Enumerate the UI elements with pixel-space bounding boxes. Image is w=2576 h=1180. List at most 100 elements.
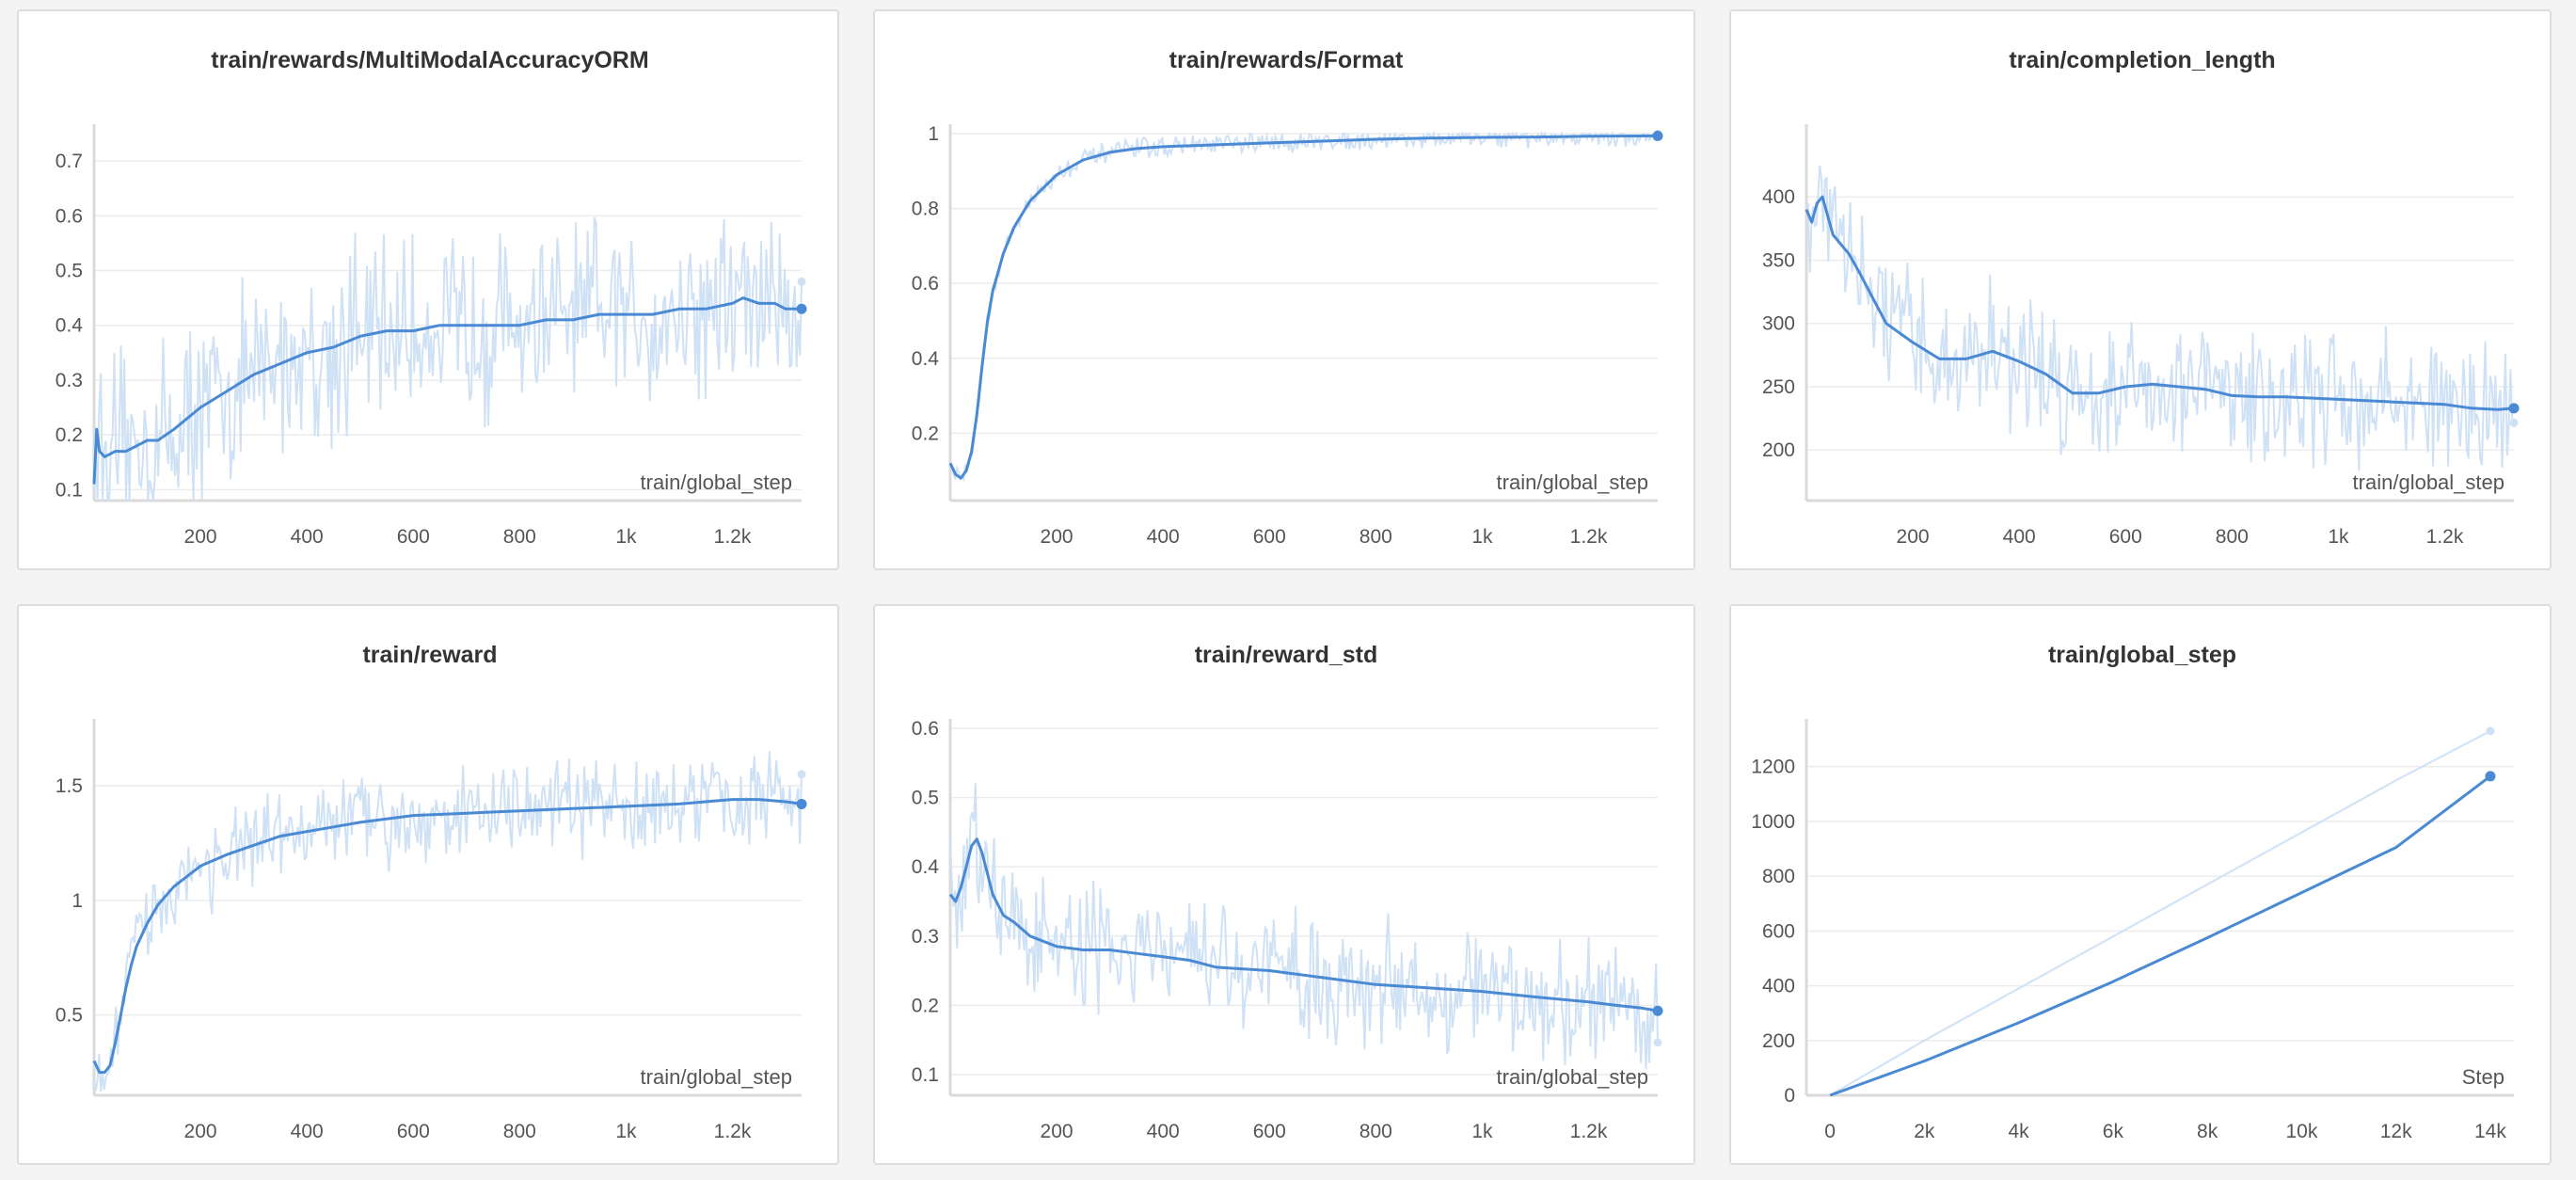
x-tick-label: 200 (1041, 526, 1073, 548)
x-tick-label: 8k (2197, 1121, 2218, 1142)
x-axis-label: train/global_step (1497, 470, 1648, 494)
y-tick-label: 0 (1784, 1085, 1795, 1107)
y-tick-label: 0.8 (912, 199, 939, 220)
y-tick-label: 0.6 (56, 205, 83, 227)
chart-title: train/global_step (2048, 642, 2236, 668)
x-tick-label: 400 (291, 1121, 324, 1142)
x-tick-label: 1k (615, 526, 637, 548)
raw-series-endpoint (2486, 726, 2495, 736)
smoothed-series-endpoint (1652, 130, 1663, 141)
x-tick-label: 4k (2009, 1121, 2030, 1142)
y-tick-label: 400 (1762, 976, 1795, 997)
x-axis-label: Step (2462, 1065, 2504, 1089)
chart-panel-completion-length: train/completion_length 200 250 300 350 400 2… (1729, 9, 2552, 570)
x-tick-label: 1.2k (714, 1121, 752, 1142)
y-tick-label: 0.5 (912, 788, 939, 809)
y-tick-label: 0.1 (56, 479, 83, 501)
raw-series-endpoint (797, 770, 806, 779)
x-tick-label: 800 (2216, 526, 2249, 548)
smoothed-series-line (92, 296, 802, 485)
y-tick-label: 350 (1762, 249, 1795, 271)
raw-series-line (93, 216, 803, 502)
x-tick-label: 200 (184, 1121, 217, 1142)
x-tick-label: 400 (1147, 526, 1180, 548)
y-tick-label: 200 (1762, 1030, 1795, 1052)
raw-series-endpoint (2509, 418, 2519, 427)
x-tick-label: 1k (1471, 526, 1493, 548)
x-tick-label: 1.2k (2426, 526, 2464, 548)
smoothed-series-line (948, 837, 1659, 1013)
x-tick-label: 12k (2380, 1121, 2412, 1142)
smoothed-series-endpoint (2485, 771, 2496, 782)
y-tick-label: 1200 (1751, 757, 1795, 778)
x-tick-label: 400 (2003, 526, 2036, 548)
smoothed-series-line (1829, 774, 2491, 1097)
y-tick-label: 1 (928, 123, 939, 145)
smoothed-series-endpoint (1652, 1005, 1663, 1016)
smoothed-series-line (1805, 195, 2515, 411)
x-axis-label: train/global_step (641, 470, 792, 494)
x-tick-label: 1k (1471, 1121, 1493, 1142)
chart-panel-reward: train/reward 0.5 1 1.5 200 400 600 800 1k 1.2k tr… (17, 604, 839, 1165)
y-tick-label: 1.5 (56, 775, 83, 797)
y-tick-label: 0.2 (912, 995, 939, 1016)
chart-reward-std: train/reward_std 0.1 0.2 0.3 0.4 0.5 0.6 200 40… (912, 642, 1663, 1142)
chart-panel-accuracy: train/rewards/MultiModalAccuracyORM 0.1 0… (17, 9, 839, 570)
raw-series-line (949, 130, 1659, 482)
chart-format: train/rewards/Format 0.2 0.4 0.6 0.8 1 200 400… (912, 47, 1663, 548)
raw-series-line (1829, 730, 2491, 1096)
x-tick-label: 200 (1041, 1121, 1073, 1142)
chart-accuracy: train/rewards/MultiModalAccuracyORM 0.1 0… (56, 47, 807, 548)
y-tick-label: 0.5 (56, 1005, 83, 1027)
smoothed-series-endpoint (796, 303, 807, 314)
x-tick-label: 600 (397, 526, 430, 548)
chart-panel-reward-std: train/reward_std 0.1 0.2 0.3 0.4 0.5 0.6 200 40… (873, 604, 1695, 1165)
x-tick-label: 600 (1253, 526, 1286, 548)
chart-title: train/reward_std (1195, 642, 1378, 668)
y-tick-label: 0.3 (56, 370, 83, 391)
raw-series-endpoint (1653, 1038, 1662, 1047)
raw-series-line (949, 783, 1659, 1070)
x-tick-label: 800 (503, 526, 536, 548)
chart-global-step: train/global_step 0 200 400 600 800 1000 1200 0… (1751, 642, 2514, 1142)
y-tick-label: 0.3 (912, 926, 939, 948)
chart-title: train/rewards/Format (1169, 47, 1404, 73)
x-tick-label: 200 (184, 526, 217, 548)
x-axis-label: train/global_step (641, 1065, 792, 1089)
y-tick-label: 0.4 (912, 856, 940, 878)
y-tick-label: 0.5 (56, 261, 83, 282)
x-tick-label: 10k (2285, 1121, 2317, 1142)
y-tick-label: 0.6 (912, 718, 939, 740)
y-tick-label: 200 (1762, 439, 1795, 461)
chart-title: train/completion_length (2009, 47, 2275, 73)
smoothed-series-endpoint (796, 798, 807, 809)
chart-panel-global-step: train/global_step 0 200 400 600 800 1000 1200 0… (1729, 604, 2552, 1165)
y-tick-label: 300 (1762, 313, 1795, 335)
x-tick-label: 400 (291, 526, 324, 548)
y-tick-label: 0.1 (912, 1064, 939, 1086)
chart-title: train/rewards/MultiModalAccuracyORM (211, 47, 648, 73)
y-tick-label: 600 (1762, 920, 1795, 942)
x-tick-label: 400 (1147, 1121, 1180, 1142)
x-tick-label: 800 (1360, 526, 1392, 548)
y-tick-label: 0.4 (56, 315, 84, 337)
x-tick-label: 600 (1253, 1121, 1286, 1142)
x-axis-label: train/global_step (1497, 1065, 1648, 1089)
x-axis-label: train/global_step (2353, 470, 2504, 494)
x-tick-label: 1k (2328, 526, 2349, 548)
raw-series-line (93, 751, 803, 1092)
x-tick-label: 800 (1360, 1121, 1392, 1142)
x-tick-label: 1.2k (714, 526, 752, 548)
y-tick-label: 400 (1762, 186, 1795, 208)
x-tick-label: 14k (2474, 1121, 2506, 1142)
y-tick-label: 800 (1762, 866, 1795, 887)
chart-completion-length: train/completion_length 200 250 300 350 400 2… (1762, 47, 2520, 548)
y-tick-label: 1 (72, 890, 83, 912)
y-tick-label: 0.4 (912, 348, 940, 370)
x-tick-label: 200 (1897, 526, 1930, 548)
smoothed-series-line (92, 798, 803, 1075)
x-tick-label: 1.2k (1570, 1121, 1608, 1142)
x-tick-label: 600 (2109, 526, 2142, 548)
raw-series-line (1805, 165, 2515, 471)
x-tick-label: 0 (1824, 1121, 1836, 1142)
